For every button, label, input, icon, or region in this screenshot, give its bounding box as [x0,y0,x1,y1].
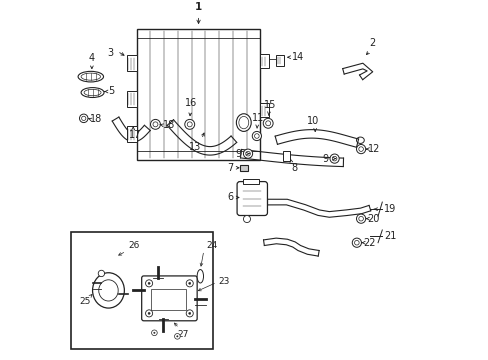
Text: 9: 9 [235,149,241,159]
FancyBboxPatch shape [126,91,137,107]
Bar [151,289,186,310]
Text: 18: 18 [163,120,175,130]
FancyBboxPatch shape [276,55,284,66]
Ellipse shape [236,114,251,131]
Text: 18: 18 [90,114,102,124]
Circle shape [351,238,361,247]
Ellipse shape [92,273,124,308]
Circle shape [187,122,192,127]
Text: 27: 27 [177,330,188,339]
Text: 4: 4 [89,53,95,63]
Circle shape [150,120,160,129]
Circle shape [80,114,88,122]
Circle shape [354,240,358,245]
Circle shape [243,216,250,222]
Bar [71,232,212,349]
Circle shape [356,144,365,154]
Text: 8: 8 [291,163,297,173]
Circle shape [176,336,178,337]
Circle shape [81,116,86,121]
Text: 22: 22 [362,238,375,248]
Text: 2: 2 [368,39,375,48]
Text: 14: 14 [292,52,304,62]
Text: 10: 10 [306,116,319,126]
Circle shape [145,310,152,317]
Circle shape [145,280,152,287]
Bar [240,165,248,171]
Text: 26: 26 [128,242,139,251]
Text: 25: 25 [80,297,91,306]
Ellipse shape [81,73,101,80]
Text: 5: 5 [108,86,115,96]
FancyBboxPatch shape [126,55,137,71]
Circle shape [245,151,250,156]
Circle shape [186,280,193,287]
FancyBboxPatch shape [260,54,269,68]
Text: 12: 12 [366,144,379,154]
FancyBboxPatch shape [237,181,267,216]
Circle shape [148,282,150,284]
Text: 6: 6 [227,193,233,202]
Circle shape [356,214,365,223]
Circle shape [148,312,150,314]
Bar [243,179,259,184]
Circle shape [153,332,155,333]
Circle shape [254,134,259,138]
Circle shape [153,122,158,127]
Ellipse shape [78,71,103,82]
Circle shape [174,333,180,339]
Circle shape [252,131,261,141]
Circle shape [151,330,157,336]
Text: 24: 24 [206,241,217,250]
Ellipse shape [81,87,104,98]
Circle shape [329,154,339,163]
Circle shape [184,120,194,129]
Text: 16: 16 [185,98,197,108]
Text: 7: 7 [227,163,233,173]
Text: 19: 19 [383,204,395,214]
FancyBboxPatch shape [260,103,269,117]
Circle shape [358,147,363,151]
Circle shape [243,149,252,158]
Circle shape [332,156,336,161]
Circle shape [358,216,363,221]
FancyBboxPatch shape [142,276,197,321]
Bar [283,151,290,161]
Text: 21: 21 [383,231,396,241]
Circle shape [188,312,190,314]
Ellipse shape [238,116,248,129]
FancyBboxPatch shape [126,126,137,142]
Text: 13: 13 [188,142,201,152]
Text: 11: 11 [251,113,264,122]
Ellipse shape [84,89,101,96]
Ellipse shape [99,280,118,301]
Text: 15: 15 [263,100,276,110]
Circle shape [263,118,273,128]
Ellipse shape [197,270,203,283]
Text: 17: 17 [128,130,141,140]
Text: 1: 1 [195,2,202,12]
Text: 20: 20 [366,214,379,224]
Circle shape [186,310,193,317]
Text: 23: 23 [218,277,229,286]
Text: 3: 3 [107,48,113,58]
Circle shape [265,121,270,126]
Circle shape [98,270,104,276]
Bar [137,29,260,160]
Text: 9: 9 [322,154,327,163]
Circle shape [188,282,190,284]
